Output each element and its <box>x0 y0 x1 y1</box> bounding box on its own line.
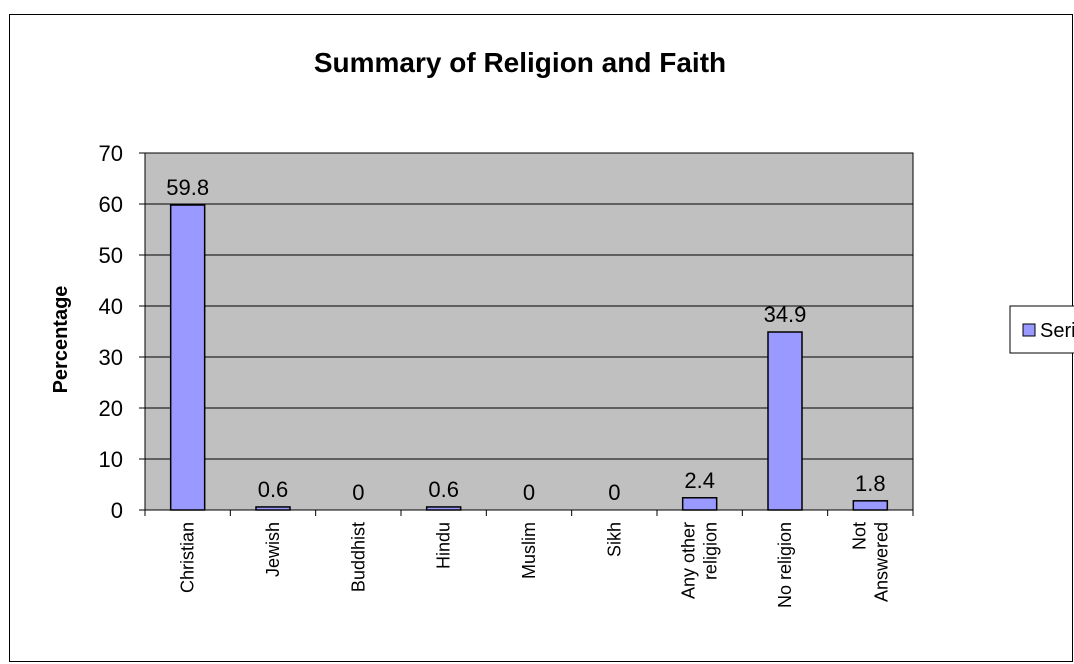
x-tick-label: Buddhist <box>348 522 368 592</box>
data-labels: 59.8 0.6 0 0.6 0 0 2.4 34.9 1.8 <box>166 175 885 505</box>
x-tick-label: Hindu <box>434 522 454 569</box>
y-tick-label: 30 <box>99 345 123 370</box>
y-axis-label: Percentage <box>50 286 72 394</box>
x-tick-label: Any other religion <box>679 522 721 599</box>
x-tick-label: Not Answered <box>849 522 891 602</box>
x-tick-label: Sikh <box>604 522 624 557</box>
x-tick-label-line: Muslim <box>519 522 539 579</box>
data-label: 0.6 <box>258 477 289 502</box>
gridlines <box>145 203 913 460</box>
y-tick-label: 40 <box>99 294 123 319</box>
data-label: 59.8 <box>166 175 209 200</box>
legend-swatch-series1 <box>1022 323 1036 337</box>
x-tick-label: Christian <box>178 522 198 593</box>
data-label: 0 <box>608 480 620 505</box>
x-tick-label-line: Hindu <box>434 522 454 569</box>
y-tick-label: 20 <box>99 396 123 421</box>
y-tick-label: 60 <box>99 192 123 217</box>
legend: Series1 <box>1009 305 1074 354</box>
data-label: 34.9 <box>764 302 807 327</box>
y-tick-label: 50 <box>99 243 123 268</box>
bar <box>425 506 462 511</box>
x-tick-label-line: Sikh <box>604 522 624 557</box>
bar <box>169 204 206 511</box>
y-tick-label: 10 <box>99 447 123 472</box>
bar <box>852 500 889 511</box>
x-tick-label-line: Buddhist <box>348 522 368 592</box>
x-tick-label-line: Jewish <box>263 522 283 577</box>
x-axis-tick-labels: Christian Jewish Buddhist Hindu Muslim Sikh An… <box>178 522 892 608</box>
x-tick-label-line: Christian <box>178 522 198 593</box>
data-label: 2.4 <box>684 468 715 493</box>
x-tick-label-line: Any other <box>679 522 699 599</box>
x-tick-label-line: No religion <box>775 522 795 608</box>
x-tick-label: Muslim <box>519 522 539 579</box>
x-tick-label-line: Not <box>849 522 869 550</box>
x-tick-label: No religion <box>775 522 795 608</box>
legend-label-series1: Series1 <box>1040 320 1074 342</box>
bar <box>255 506 291 511</box>
chart-title: Summary of Religion and Faith <box>314 47 726 78</box>
legend-box <box>1009 305 1074 354</box>
x-tick-label-line: religion <box>701 522 721 580</box>
data-label: 0.6 <box>428 477 459 502</box>
data-label: 0 <box>523 480 535 505</box>
bars <box>169 204 889 511</box>
y-tick-label: 70 <box>99 141 123 166</box>
bar <box>681 497 718 511</box>
x-tick-label: Jewish <box>263 522 283 577</box>
data-label: 0 <box>352 480 364 505</box>
bar <box>767 331 803 511</box>
y-tick-label: 0 <box>111 498 123 523</box>
x-tick-label-line: Answered <box>871 522 891 602</box>
data-label: 1.8 <box>855 471 886 496</box>
y-axis-ticks: 0 10 20 30 40 50 60 70 <box>99 141 145 523</box>
